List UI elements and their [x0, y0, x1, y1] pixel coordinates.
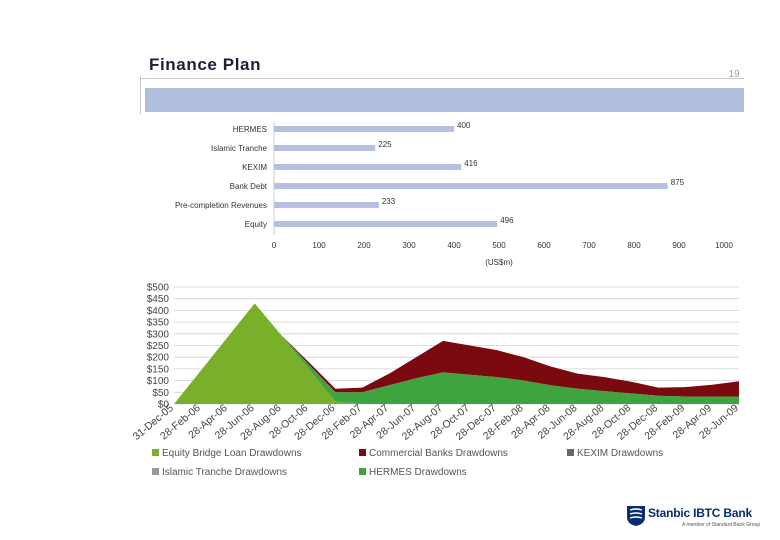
- y-tick-label: $450: [147, 294, 170, 305]
- legend-label: Commercial Banks Drawdowns: [369, 448, 508, 459]
- y-tick-label: $0: [158, 400, 170, 411]
- x-tick-label: 800: [627, 241, 641, 250]
- bar: [274, 221, 498, 227]
- legend-item-islamic-tranche: Islamic Tranche Drawdowns: [152, 467, 287, 478]
- legend-item-commercial-banks: Commercial Banks Drawdowns: [359, 448, 508, 459]
- legend-swatch: [567, 449, 574, 456]
- bar-category-label: Equity: [245, 220, 267, 229]
- y-tick-label: $300: [147, 329, 170, 340]
- y-tick-label: $400: [147, 306, 170, 317]
- area-series: [174, 303, 739, 404]
- bar-category-label: HERMES: [233, 125, 267, 134]
- x-tick-label: 700: [582, 241, 596, 250]
- logo-name: Stanbic IBTC Bank: [648, 506, 752, 520]
- legend-item-equity-bridge: Equity Bridge Loan Drawdowns: [152, 448, 302, 459]
- legend-swatch: [152, 449, 159, 456]
- bar-category-label: Islamic Tranche: [211, 144, 268, 153]
- y-tick-label: $150: [147, 364, 170, 375]
- legend-item-kexim: KEXIM Drawdowns: [567, 448, 663, 459]
- y-tick-label: $100: [147, 376, 170, 387]
- bar-value-label: 875: [671, 178, 685, 187]
- x-tick-label: 1000: [715, 241, 733, 250]
- bar: [274, 164, 462, 170]
- x-tick-label: 400: [447, 241, 461, 250]
- title-divider-vertical: [140, 76, 141, 114]
- y-tick-label: $200: [147, 353, 170, 364]
- y-tick-label: $500: [147, 283, 170, 294]
- bar-category-label: Pre-completion Revenues: [175, 201, 267, 210]
- bar: [274, 126, 454, 132]
- bar: [274, 202, 379, 208]
- x-tick-label: 0: [272, 241, 277, 250]
- x-tick-label: 600: [537, 241, 551, 250]
- legend-swatch: [359, 468, 366, 475]
- x-tick-label: 300: [402, 241, 416, 250]
- x-tick-label: 100: [312, 241, 326, 250]
- shield-icon: [627, 506, 645, 526]
- y-tick-label: $350: [147, 318, 170, 329]
- title-divider: [140, 78, 744, 79]
- bar-category-label: Bank Debt: [230, 182, 268, 191]
- page-title: Finance Plan: [149, 55, 262, 74]
- bar-value-label: 496: [500, 216, 514, 225]
- bar-value-label: 400: [457, 121, 471, 130]
- bank-logo: Stanbic IBTC Bank A member of Standard B…: [626, 505, 760, 531]
- page-number: 19: [728, 69, 740, 80]
- bar: [274, 145, 376, 151]
- area-series: [174, 303, 739, 404]
- area-series: [174, 303, 739, 404]
- x-tick-label: 900: [672, 241, 686, 250]
- legend-label: HERMES Drawdowns: [369, 467, 467, 478]
- x-tick-label: 500: [492, 241, 506, 250]
- legend-label: Islamic Tranche Drawdowns: [162, 467, 288, 478]
- bar-value-label: 416: [464, 159, 478, 168]
- bar-value-label: 225: [378, 140, 392, 149]
- y-tick-label: $50: [152, 388, 169, 399]
- legend-item-hermes: HERMES Drawdowns: [359, 467, 467, 478]
- bar-category-label: KEXIM: [242, 163, 267, 172]
- y-tick-label: $250: [147, 341, 170, 352]
- header-band: [145, 88, 744, 112]
- x-tick-label: 200: [357, 241, 371, 250]
- x-axis-label: (US$m): [485, 258, 513, 267]
- legend-label: Equity Bridge Loan Drawdowns: [162, 448, 302, 459]
- legend-label: KEXIM Drawdowns: [577, 448, 664, 459]
- legend-swatch: [152, 468, 159, 475]
- bar: [274, 183, 668, 189]
- logo-tagline: A member of Standard Bank Group: [682, 522, 761, 528]
- legend-swatch: [359, 449, 366, 456]
- bar-value-label: 233: [382, 197, 396, 206]
